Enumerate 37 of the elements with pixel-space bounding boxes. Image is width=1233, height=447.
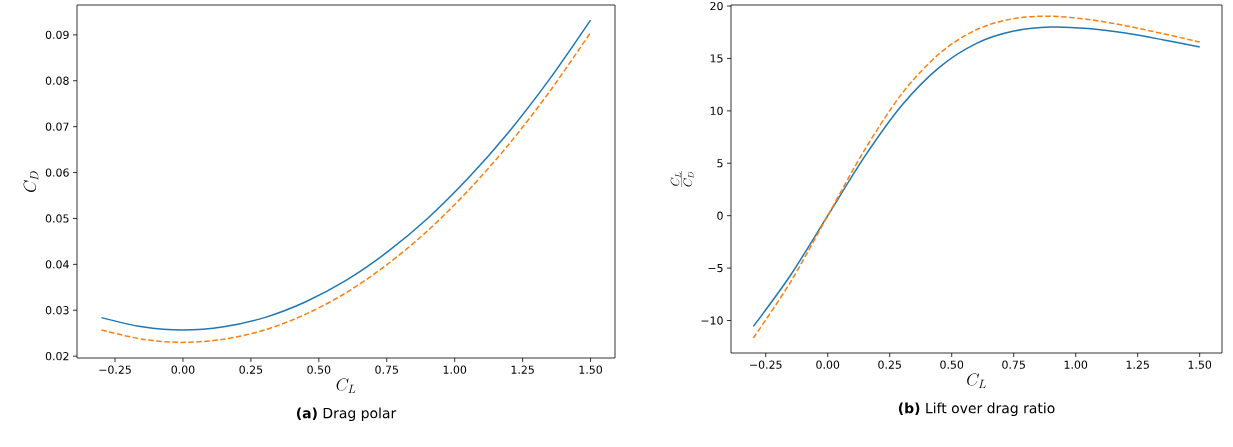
y-tick-label: 0.07 (45, 122, 69, 131)
x-tick-label: −0.25 (99, 365, 131, 374)
x-tick-label: 0.00 (171, 365, 195, 374)
y-tick-label: 5 (717, 159, 723, 168)
y-tick-label: 0.03 (45, 306, 69, 315)
y-tick-label: 15 (710, 54, 723, 63)
y-tick-label: 0 (717, 211, 723, 220)
x-tick-label: 1.25 (511, 365, 534, 374)
y-axis-title: $\frac{C_L}{C_D}$ (670, 170, 694, 188)
y-tick-label: −10 (701, 316, 723, 325)
y-tick-label: 0.09 (45, 30, 69, 39)
x-tick-label: 0.50 (940, 360, 964, 369)
x-tick-label: 1.50 (1188, 360, 1212, 369)
y-tick-label: −5 (708, 264, 723, 273)
x-tick-label: 0.00 (816, 360, 840, 369)
text: (b) Lift over drag ratio (898, 402, 1055, 417)
y-tick-label: 0.08 (45, 76, 69, 85)
x-tick-label: 0.75 (375, 365, 398, 374)
x-axis-title: $C_L$ (967, 373, 986, 388)
x-tick-label: 0.50 (307, 365, 331, 374)
text: (a) Drag polar (296, 407, 397, 422)
x-tick-label: 0.25 (878, 360, 901, 369)
y-tick-label: 0.04 (45, 260, 69, 269)
x-tick-label: 1.00 (1064, 360, 1088, 369)
y-tick-label: 10 (710, 106, 723, 116)
y-tick-label: 20 (710, 1, 723, 11)
y-tick-label: 0.02 (45, 352, 69, 361)
x-axis-title: $C_L$ (336, 378, 356, 393)
x-tick-label: 0.75 (1002, 360, 1025, 369)
y-axis-title: $C_D$ (23, 171, 39, 192)
y-tick-label: 0.06 (45, 168, 69, 177)
x-tick-label: 1.50 (579, 365, 603, 374)
y-tick-label: 0.05 (45, 214, 69, 223)
x-tick-label: 1.00 (443, 365, 467, 374)
x-tick-label: 1.25 (1126, 360, 1149, 369)
x-tick-label: −0.25 (750, 360, 782, 369)
x-tick-label: 0.25 (239, 365, 263, 374)
